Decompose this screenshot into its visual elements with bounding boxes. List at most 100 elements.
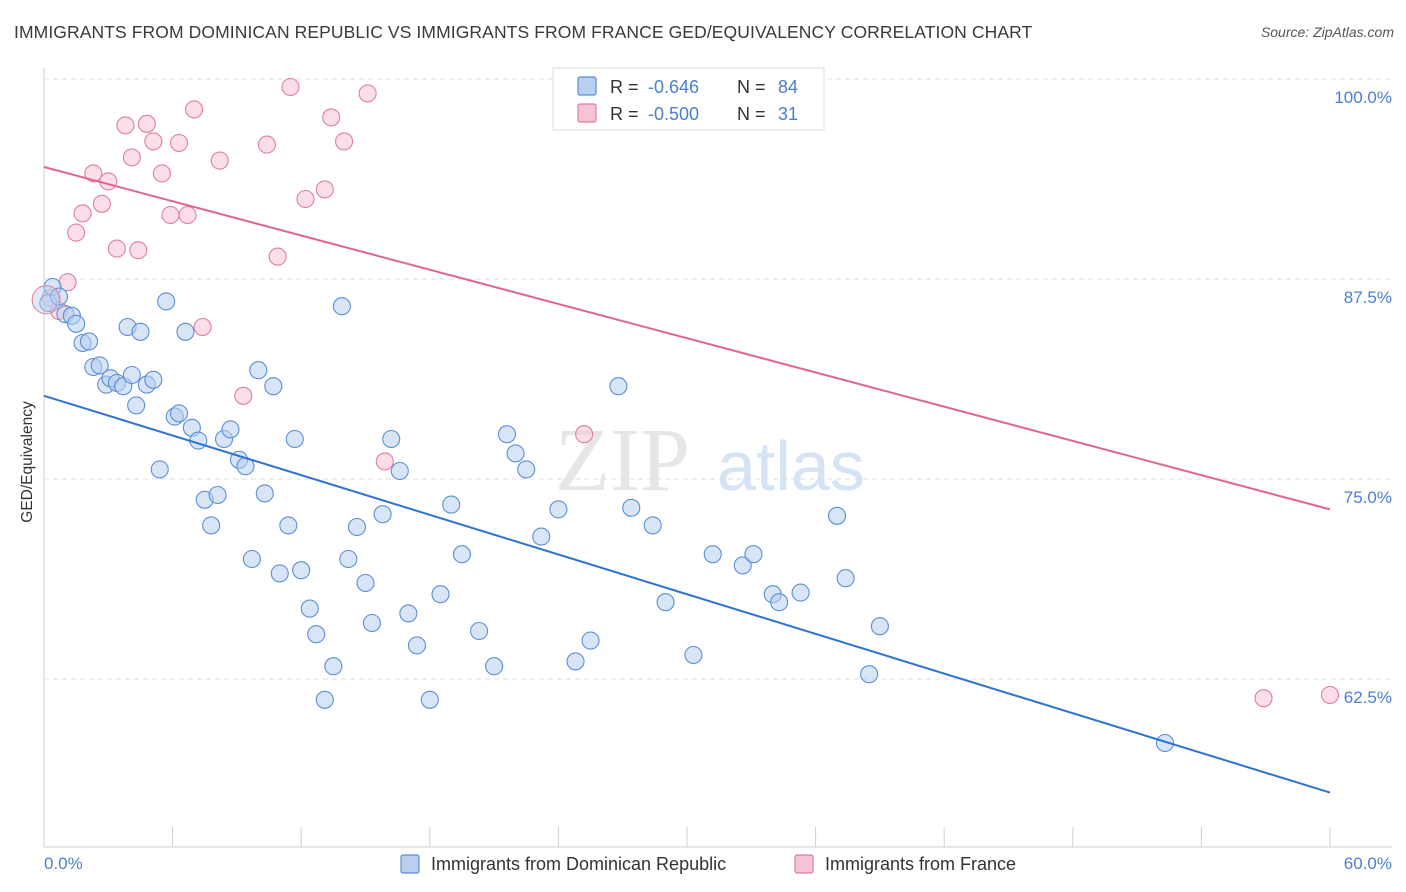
data-point [184, 100, 204, 119]
data-point [122, 365, 141, 385]
bottom-legend-swatch-france [794, 854, 814, 874]
data-point [152, 164, 171, 183]
data-point [791, 583, 810, 602]
data-point [860, 665, 879, 684]
data-point [431, 585, 450, 604]
data-point [99, 172, 118, 191]
data-point [373, 505, 392, 524]
legend-r-label-france: R = [610, 104, 639, 124]
y-tick-label: 62.5% [1344, 688, 1392, 707]
data-point [144, 132, 163, 151]
y-tick-label: 100.0% [1334, 88, 1392, 107]
data-point [208, 485, 227, 505]
data-point [347, 517, 366, 537]
watermark-zip: ZIP [555, 411, 690, 510]
data-point [122, 148, 141, 167]
data-point [300, 599, 319, 618]
data-point [744, 545, 763, 564]
y-tick-label: 75.0% [1344, 488, 1392, 507]
data-point [285, 429, 304, 449]
data-point [358, 84, 377, 103]
data-point [249, 361, 268, 380]
axes: 100.0% 87.5% 75.0% 62.5% [43, 68, 1392, 848]
data-point [84, 164, 103, 183]
grid [44, 78, 1392, 680]
data-point [279, 516, 298, 535]
series-legend: Immigrants from Dominican Republic Immig… [400, 854, 1016, 874]
data-point [127, 396, 146, 415]
data-point [90, 356, 109, 375]
data-point [442, 495, 461, 514]
data-point [836, 569, 855, 588]
data-point [107, 239, 126, 258]
data-point [335, 132, 354, 151]
data-point-cluster [31, 285, 61, 315]
data-point [79, 332, 99, 351]
data-point [67, 314, 86, 333]
data-point [157, 292, 176, 311]
data-point [161, 205, 180, 225]
data-point [622, 498, 641, 517]
data-point [176, 322, 195, 341]
data-point [144, 370, 163, 389]
data-point [315, 180, 334, 199]
data-point [234, 386, 253, 405]
data-point [169, 404, 189, 423]
legend-n-label-france: N = [737, 104, 766, 124]
data-point [92, 194, 111, 213]
trend-line-dominican [43, 394, 1331, 794]
data-point [322, 108, 341, 127]
data-point [242, 549, 261, 569]
data-point [131, 322, 150, 341]
y-axis-label: GED/Equivalency [19, 401, 36, 523]
data-point [270, 564, 289, 583]
legend-n-value-france: 31 [778, 104, 798, 124]
data-point [703, 545, 722, 564]
data-point [268, 247, 287, 266]
data-point [452, 545, 472, 564]
legend-n-label-dominican: N = [737, 77, 766, 97]
data-point [375, 452, 394, 471]
data-point [643, 516, 662, 535]
data-point [399, 604, 418, 623]
data-point [255, 484, 274, 503]
data-point [73, 204, 92, 223]
data-point [356, 573, 375, 593]
x-tick-label-right: 60.0% [1344, 854, 1392, 873]
legend-n-value-dominican: 84 [778, 77, 798, 97]
data-point [420, 690, 439, 709]
data-point [870, 617, 889, 636]
data-point [67, 223, 86, 242]
data-point [575, 425, 594, 444]
data-point [193, 317, 212, 337]
data-point [532, 527, 551, 546]
data-point [210, 151, 229, 170]
trend-line-france [43, 166, 1331, 511]
data-point [178, 205, 197, 225]
data-point [470, 621, 489, 641]
legend-swatch-france [577, 103, 597, 123]
data-point [497, 425, 517, 444]
source-label: Source: ZipAtlas.com [1260, 24, 1394, 40]
data-point [264, 377, 283, 396]
data-point [549, 500, 568, 519]
stats-legend: R = -0.646 N = 84 R = -0.500 N = 31 [552, 67, 825, 131]
data-point [770, 593, 789, 612]
data-point [684, 645, 703, 665]
series-dominican-points [31, 277, 1175, 753]
data-point [407, 636, 426, 655]
data-point [281, 77, 300, 97]
data-point [257, 135, 276, 154]
data-point [1155, 733, 1175, 753]
legend-r-value-france: -0.500 [648, 104, 699, 124]
data-point [116, 116, 135, 135]
series-france-points [41, 76, 1340, 708]
data-point [292, 561, 311, 580]
data-point [169, 133, 189, 153]
bottom-legend-label-dominican: Immigrants from Dominican Republic [431, 854, 726, 874]
trend-lines [43, 166, 1331, 794]
data-point [485, 657, 504, 676]
watermark-atlas: atlas [717, 427, 865, 505]
data-point [150, 460, 169, 479]
